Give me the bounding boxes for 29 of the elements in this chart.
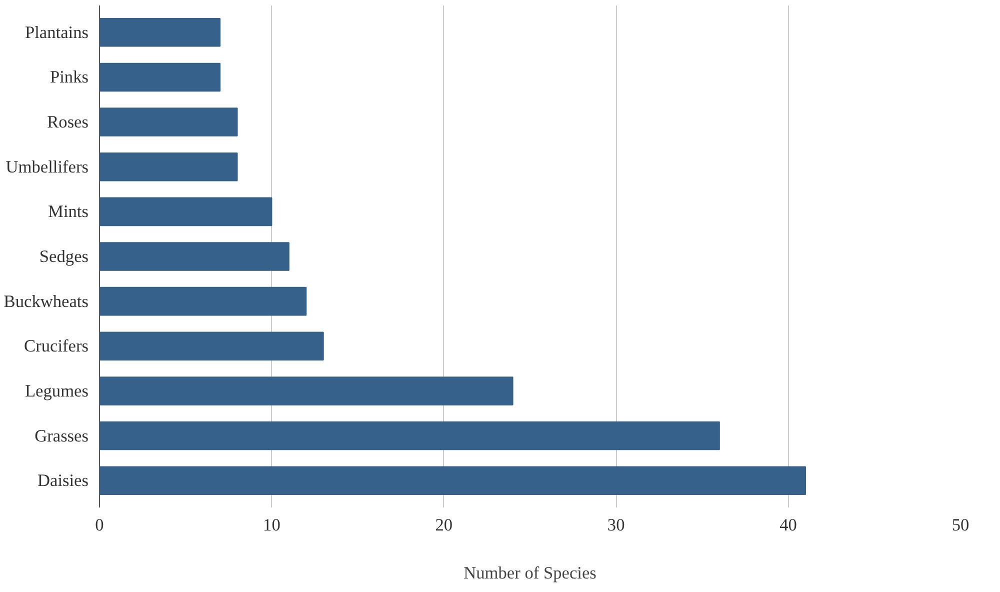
x-tick-label: 20 <box>435 516 453 534</box>
y-tick-label: Plantains <box>24 22 89 42</box>
bar <box>100 421 720 450</box>
x-tick-label: 50 <box>952 516 970 534</box>
y-tick-label: Grasses <box>34 426 89 446</box>
x-tick-label: 10 <box>263 516 280 534</box>
bar <box>100 108 238 136</box>
x-tick-label: 40 <box>780 516 797 534</box>
bar <box>100 62 221 92</box>
bar <box>100 332 324 361</box>
y-tick-label: Mints <box>48 202 89 222</box>
bar <box>100 466 806 495</box>
y-tick-label: Roses <box>47 112 89 132</box>
y-tick-label: Buckwheats <box>4 292 89 311</box>
bar <box>100 242 290 271</box>
bar <box>100 376 514 406</box>
bar <box>100 18 221 47</box>
x-tick-label: 0 <box>95 516 104 534</box>
bar <box>100 152 238 182</box>
y-tick-label: Crucifers <box>24 336 89 356</box>
bar <box>100 286 307 316</box>
y-tick-label: Sedges <box>39 247 89 266</box>
bar <box>100 197 272 226</box>
x-tick-label: 30 <box>607 516 625 534</box>
x-axis-title: Number of Species <box>464 564 597 582</box>
y-tick-label: Pinks <box>50 68 89 87</box>
y-tick-label: Legumes <box>24 381 89 400</box>
y-tick-label: Daisies <box>37 471 89 490</box>
y-tick-label: Umbellifers <box>6 157 89 176</box>
